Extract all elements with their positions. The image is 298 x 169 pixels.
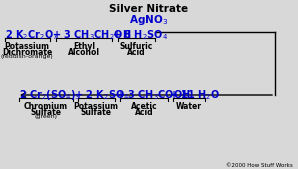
Text: Acid: Acid [135,108,153,117]
Text: Acetic: Acetic [131,102,157,111]
Text: AgNO$_3$: AgNO$_3$ [129,13,169,27]
Text: Potassium: Potassium [74,102,119,111]
Text: + 11 H$_2$O: + 11 H$_2$O [169,88,220,102]
Text: Ethyl: Ethyl [73,42,95,51]
Text: + 3 CH$_3$COOH: + 3 CH$_3$COOH [116,88,191,102]
Text: + 3 CH$_3$CH$_2$OH: + 3 CH$_3$CH$_2$OH [52,28,131,42]
Text: Chromium: Chromium [24,102,68,111]
Text: Sulfuric: Sulfuric [119,42,153,51]
Text: 2 K$_2$Cr$_2$O$_7$: 2 K$_2$Cr$_2$O$_7$ [5,28,58,42]
Text: 2 Cr$_2$(SO$_4$)$_3$: 2 Cr$_2$(SO$_4$)$_3$ [19,88,81,102]
Text: Sulfate: Sulfate [30,108,61,117]
Text: + 8 H$_2$SO$_4$: + 8 H$_2$SO$_4$ [112,28,168,42]
Text: (reddish-orange): (reddish-orange) [1,54,53,59]
Text: Dichromate: Dichromate [2,48,52,57]
Text: (green): (green) [35,114,58,119]
Text: Water: Water [176,102,202,111]
Text: Potassium: Potassium [4,42,49,51]
Text: Alcohol: Alcohol [68,48,100,57]
Text: Acid: Acid [127,48,145,57]
Text: + 2 K$_2$SO$_4$: + 2 K$_2$SO$_4$ [74,88,129,102]
Text: Sulfate: Sulfate [80,108,111,117]
Text: ©2000 How Stuff Works: ©2000 How Stuff Works [226,163,293,168]
Text: Silver Nitrate: Silver Nitrate [109,4,189,14]
